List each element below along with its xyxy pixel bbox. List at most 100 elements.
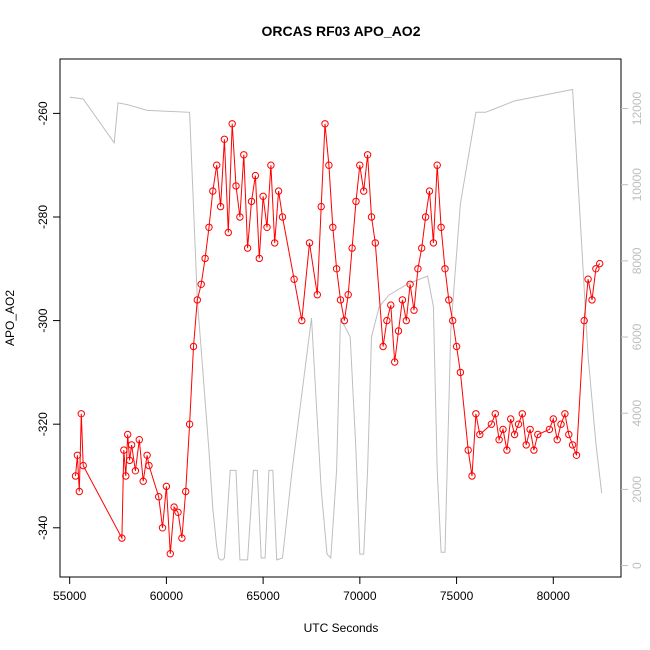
data-point (79, 461, 87, 470)
data-point (418, 244, 426, 252)
x-axis: 55000 60000 65000 70000 75000 80000 (53, 577, 570, 603)
data-point (77, 410, 86, 418)
data-point (348, 244, 356, 252)
data-point (267, 161, 275, 169)
y-tick-label: -320 (36, 412, 50, 436)
data-point (228, 120, 236, 128)
data-point (317, 202, 325, 211)
y-tick-label: -280 (36, 205, 50, 229)
data-point (545, 425, 554, 434)
data-point (565, 430, 573, 439)
data-point (394, 327, 403, 335)
series-line-apo (75, 123, 601, 554)
data-point (391, 358, 399, 366)
data-point (305, 239, 314, 247)
data-point (197, 280, 205, 288)
y2-tick-label: 4000 (630, 400, 644, 427)
data-point (236, 213, 244, 221)
data-point (340, 316, 349, 325)
data-point (387, 301, 395, 309)
data-point (472, 410, 480, 418)
data-point (189, 342, 198, 351)
data-point (437, 223, 445, 232)
data-point (166, 550, 175, 558)
data-point (220, 135, 229, 144)
data-point (379, 342, 387, 351)
data-point (325, 161, 333, 169)
data-point (526, 425, 534, 434)
data-point (170, 503, 178, 511)
y-tick-label: -300 (36, 308, 50, 332)
data-point (193, 296, 202, 304)
x-tick-label: 70000 (343, 589, 377, 603)
data-point (209, 187, 217, 195)
data-point (255, 254, 263, 263)
data-point (530, 446, 538, 454)
data-point (561, 410, 569, 418)
data-point (510, 430, 519, 439)
data-point (356, 161, 364, 169)
data-point (360, 187, 368, 195)
y-axis: -340 -320 -300 -280 -260 (36, 101, 60, 540)
data-point (213, 161, 221, 169)
data-point (224, 228, 233, 237)
data-point (352, 197, 360, 206)
altitude-layer (69, 88, 603, 561)
y-tick-label: -260 (36, 101, 50, 125)
data-point (201, 254, 209, 263)
y2-tick-label: 0 (630, 562, 644, 569)
data-point (240, 151, 248, 159)
data-point (449, 316, 457, 325)
data-point (518, 410, 526, 418)
y2-tick-label: 8000 (630, 247, 644, 274)
data-point (120, 446, 128, 454)
data-point (158, 524, 167, 532)
data-point (507, 415, 515, 423)
series-line-altitude (69, 88, 603, 561)
data-point (344, 291, 352, 299)
data-point (429, 239, 438, 247)
data-point (155, 493, 163, 501)
data-point (131, 467, 140, 475)
data-point (143, 451, 151, 459)
data-point (75, 487, 84, 496)
data-point (421, 213, 430, 221)
data-point (514, 420, 523, 428)
data-point (592, 265, 600, 273)
data-point (332, 265, 341, 273)
data-point (596, 259, 604, 268)
data-point (205, 223, 213, 232)
x-tick-label: 75000 (440, 589, 474, 603)
data-point (425, 187, 434, 195)
data-point (124, 430, 132, 439)
x-tick-label: 60000 (150, 589, 184, 603)
data-point (452, 342, 461, 351)
data-point (290, 275, 298, 283)
data-point (367, 213, 376, 221)
y2-tick-label: 6000 (630, 323, 644, 350)
data-point (584, 275, 592, 283)
data-point (247, 197, 256, 206)
data-point (185, 420, 194, 428)
data-point (174, 508, 182, 516)
x-axis-label: UTC Seconds (304, 621, 379, 635)
data-point (135, 436, 144, 444)
data-point (468, 472, 476, 480)
series-layer (71, 120, 604, 558)
data-point (371, 239, 379, 247)
data-point (243, 244, 252, 252)
plot-frame (59, 58, 622, 578)
x-tick-label: 80000 (537, 589, 571, 603)
data-point (162, 482, 171, 491)
y-tick-label: -340 (36, 515, 50, 539)
data-point (491, 410, 499, 418)
y-axis-label: APO_AO2 (3, 290, 17, 346)
data-point (441, 265, 449, 273)
data-point (251, 171, 260, 180)
data-point (122, 472, 130, 480)
data-point (464, 446, 472, 454)
data-point (398, 296, 407, 304)
data-point (534, 430, 542, 439)
x-tick-label: 55000 (53, 589, 87, 603)
data-point (118, 534, 126, 542)
